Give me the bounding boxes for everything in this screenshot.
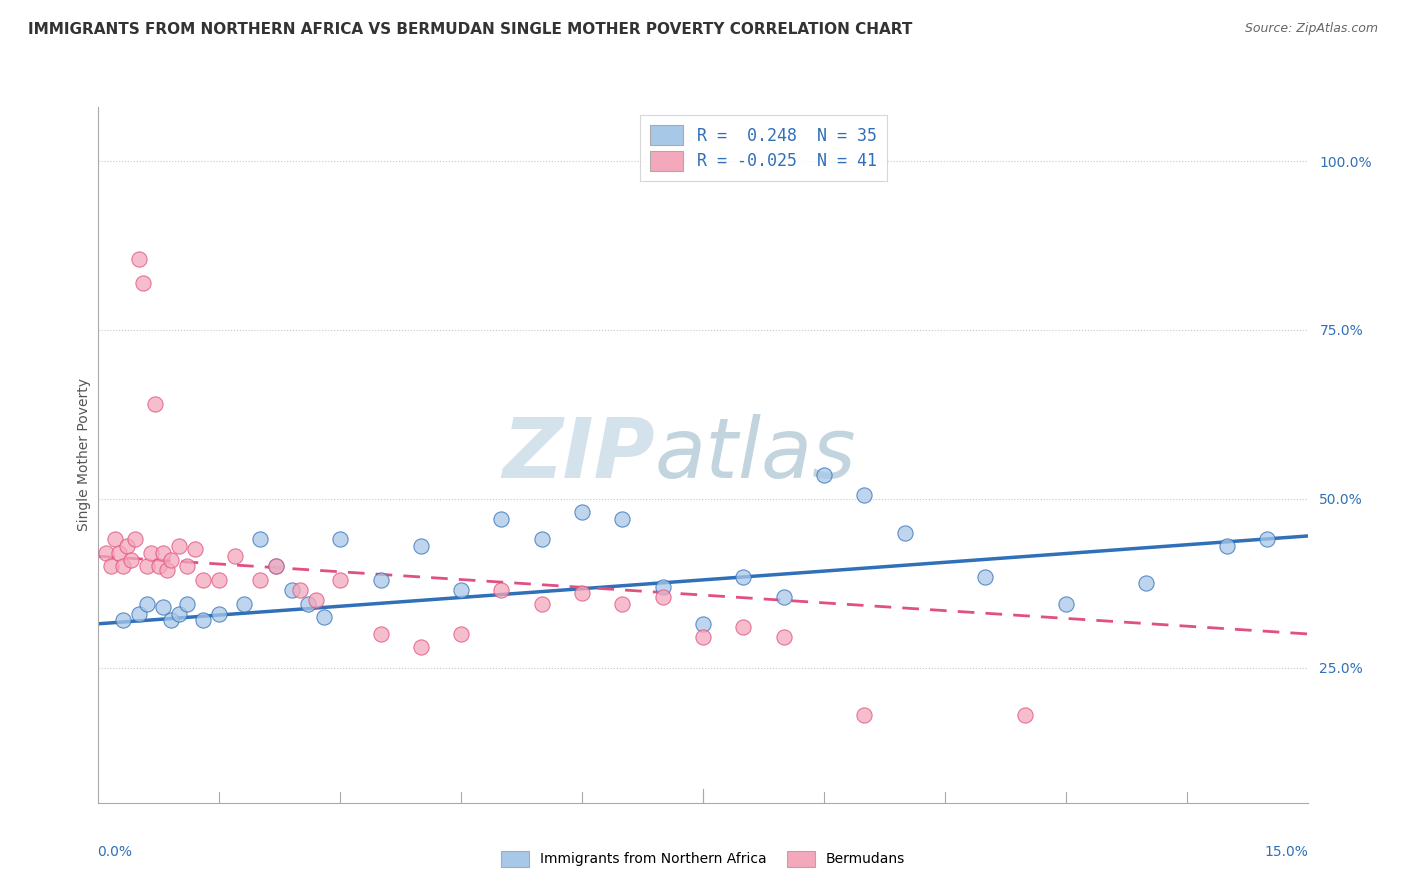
Legend: Immigrants from Northern Africa, Bermudans: Immigrants from Northern Africa, Bermuda… bbox=[495, 846, 911, 872]
Point bbox=[314, 610, 336, 624]
Point bbox=[167, 539, 190, 553]
Point bbox=[409, 539, 432, 553]
Point bbox=[152, 599, 174, 614]
Text: ZIP: ZIP bbox=[502, 415, 655, 495]
Point bbox=[297, 597, 319, 611]
Point bbox=[530, 597, 553, 611]
Point bbox=[1216, 539, 1239, 553]
Point bbox=[1014, 708, 1036, 723]
Point bbox=[128, 607, 150, 621]
Point bbox=[132, 276, 155, 290]
Point bbox=[733, 569, 755, 583]
Point bbox=[111, 559, 134, 574]
Point bbox=[264, 559, 287, 574]
Point bbox=[156, 563, 179, 577]
Y-axis label: Single Mother Poverty: Single Mother Poverty bbox=[77, 378, 91, 532]
Point bbox=[139, 546, 162, 560]
Point bbox=[288, 582, 311, 597]
Point bbox=[135, 559, 157, 574]
Point bbox=[692, 616, 714, 631]
Text: 15.0%: 15.0% bbox=[1265, 845, 1309, 858]
Point bbox=[612, 512, 634, 526]
Point bbox=[176, 559, 198, 574]
Point bbox=[224, 549, 246, 564]
Point bbox=[100, 559, 122, 574]
Point bbox=[208, 607, 231, 621]
Point bbox=[208, 573, 231, 587]
Point bbox=[450, 627, 472, 641]
Point bbox=[120, 552, 142, 566]
Point bbox=[772, 590, 794, 604]
Point bbox=[1135, 576, 1157, 591]
Point bbox=[853, 708, 876, 723]
Point bbox=[160, 552, 183, 566]
Point bbox=[124, 533, 146, 547]
Point bbox=[184, 542, 207, 557]
Point bbox=[1054, 597, 1077, 611]
Point bbox=[107, 546, 129, 560]
Point bbox=[329, 533, 352, 547]
Point bbox=[491, 582, 513, 597]
Point bbox=[651, 590, 673, 604]
Point bbox=[893, 525, 915, 540]
Point bbox=[281, 582, 304, 597]
Point bbox=[571, 586, 593, 600]
Text: IMMIGRANTS FROM NORTHERN AFRICA VS BERMUDAN SINGLE MOTHER POVERTY CORRELATION CH: IMMIGRANTS FROM NORTHERN AFRICA VS BERMU… bbox=[28, 22, 912, 37]
Point bbox=[232, 597, 254, 611]
Text: 0.0%: 0.0% bbox=[97, 845, 132, 858]
Point bbox=[974, 569, 997, 583]
Point bbox=[409, 640, 432, 655]
Point bbox=[103, 533, 125, 547]
Point bbox=[111, 614, 134, 628]
Point bbox=[305, 593, 328, 607]
Point bbox=[264, 559, 287, 574]
Point bbox=[370, 573, 392, 587]
Point bbox=[733, 620, 755, 634]
Point bbox=[329, 573, 352, 587]
Point bbox=[772, 630, 794, 644]
Point bbox=[167, 607, 190, 621]
Point bbox=[651, 580, 673, 594]
Point bbox=[692, 630, 714, 644]
Point bbox=[193, 573, 215, 587]
Point bbox=[143, 397, 166, 411]
Point bbox=[152, 546, 174, 560]
Point bbox=[530, 533, 553, 547]
Point bbox=[249, 573, 271, 587]
Point bbox=[491, 512, 513, 526]
Point bbox=[370, 627, 392, 641]
Text: Source: ZipAtlas.com: Source: ZipAtlas.com bbox=[1244, 22, 1378, 36]
Point bbox=[612, 597, 634, 611]
Point bbox=[115, 539, 138, 553]
Point bbox=[813, 468, 835, 483]
Point bbox=[249, 533, 271, 547]
Point bbox=[176, 597, 198, 611]
Point bbox=[193, 614, 215, 628]
Point bbox=[853, 488, 876, 502]
Point bbox=[160, 614, 183, 628]
Point bbox=[450, 582, 472, 597]
Point bbox=[571, 505, 593, 519]
Point bbox=[128, 252, 150, 266]
Point bbox=[1256, 533, 1278, 547]
Point bbox=[148, 559, 170, 574]
Text: atlas: atlas bbox=[655, 415, 856, 495]
Point bbox=[135, 597, 157, 611]
Point bbox=[96, 546, 118, 560]
